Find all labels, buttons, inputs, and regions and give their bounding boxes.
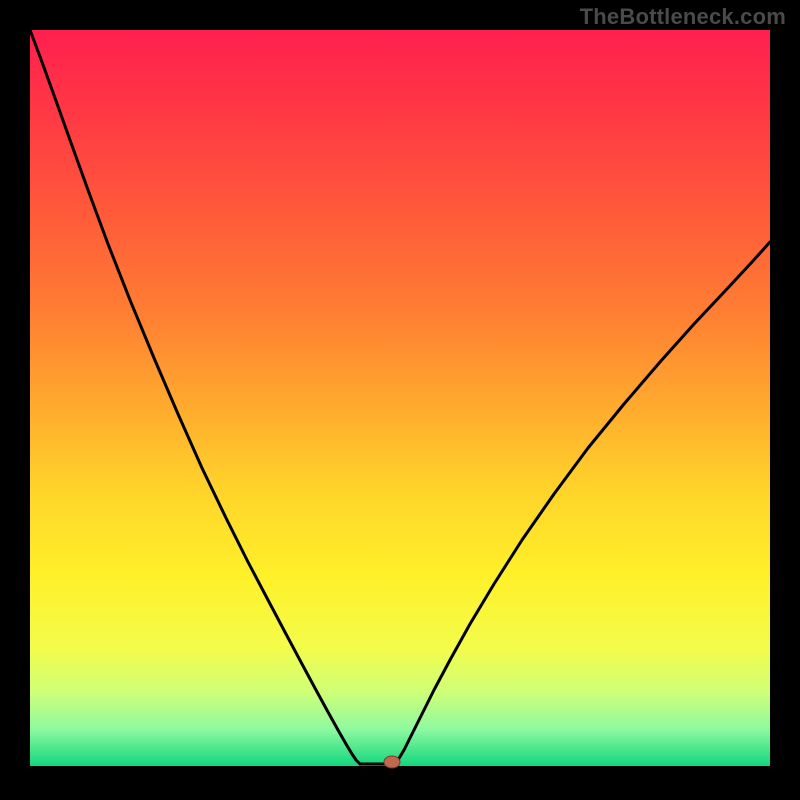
chart-container: TheBottleneck.com	[0, 0, 800, 800]
watermark-text: TheBottleneck.com	[580, 4, 786, 30]
optimal-point-marker	[384, 756, 400, 768]
plot-background	[30, 30, 770, 766]
bottleneck-chart	[0, 0, 800, 800]
